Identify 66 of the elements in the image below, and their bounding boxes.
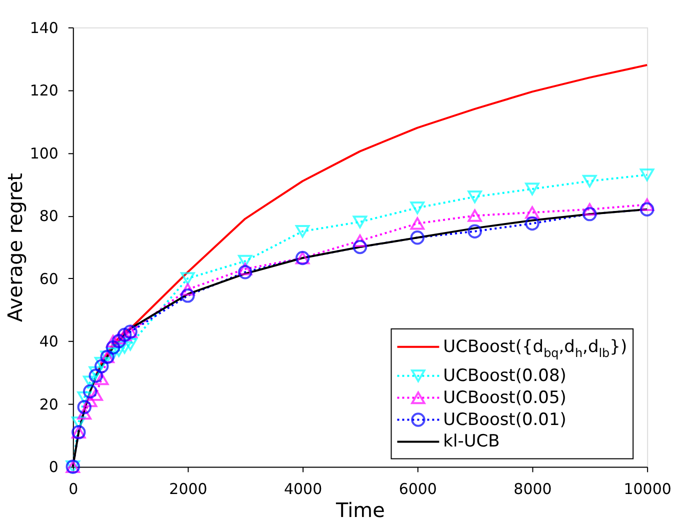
legend-label: UCBoost(0.08) <box>443 366 566 386</box>
point <box>468 209 482 222</box>
point <box>83 384 98 398</box>
point <box>88 368 103 383</box>
point <box>83 376 98 388</box>
x-tick-label: 4000 <box>284 480 322 498</box>
point <box>410 202 425 214</box>
y-tick-label: 20 <box>39 395 58 414</box>
y-tick-label: 40 <box>39 332 58 351</box>
point <box>94 372 109 386</box>
point <box>106 347 120 360</box>
y-tick-label: 120 <box>30 82 58 100</box>
point <box>410 230 425 245</box>
x-tick-label: 8000 <box>514 480 552 498</box>
y-tick-label: 0 <box>48 458 58 476</box>
point <box>77 400 92 414</box>
y-axis-title: Average regret <box>2 172 27 322</box>
point <box>180 288 195 303</box>
point <box>123 338 138 351</box>
point <box>106 340 120 355</box>
y-tick-label: 100 <box>30 144 58 162</box>
legend-label: kl-UCB <box>443 432 500 452</box>
point <box>94 359 109 374</box>
x-tick-label: 2000 <box>169 480 208 498</box>
point <box>525 216 540 231</box>
x-tick-label: 0 <box>68 480 78 498</box>
point <box>640 168 654 182</box>
x-axis-title: Time <box>335 498 385 520</box>
point <box>72 416 86 430</box>
point <box>352 216 368 228</box>
point <box>94 356 109 370</box>
point <box>640 202 654 216</box>
y-tick-label: 80 <box>39 207 58 226</box>
point <box>77 407 92 420</box>
x-tick-label: 6000 <box>398 480 437 498</box>
point <box>238 254 252 268</box>
x-tick-label: 10000 <box>624 480 672 498</box>
point <box>83 394 98 408</box>
point <box>640 198 654 211</box>
point <box>180 283 195 296</box>
point <box>582 174 597 188</box>
point <box>410 217 425 230</box>
y-tick-label: 140 <box>30 18 58 37</box>
y-tick-label: 60 <box>39 270 58 288</box>
point <box>238 262 252 276</box>
legend-label: UCBoost(0.05) <box>443 388 566 408</box>
point <box>295 225 310 238</box>
point <box>106 334 120 348</box>
point <box>352 234 368 248</box>
point <box>468 224 482 238</box>
point <box>117 341 132 354</box>
point <box>352 240 368 254</box>
legend-label: UCBoost(0.01) <box>443 410 566 430</box>
point <box>88 366 103 379</box>
point <box>77 391 92 404</box>
point <box>112 334 126 348</box>
point <box>525 206 540 219</box>
point <box>582 203 597 216</box>
point <box>525 182 540 196</box>
point <box>238 265 252 280</box>
point <box>468 190 482 204</box>
point <box>112 344 126 357</box>
point <box>112 332 126 344</box>
point <box>88 388 103 401</box>
point <box>582 206 597 222</box>
point <box>180 272 195 285</box>
